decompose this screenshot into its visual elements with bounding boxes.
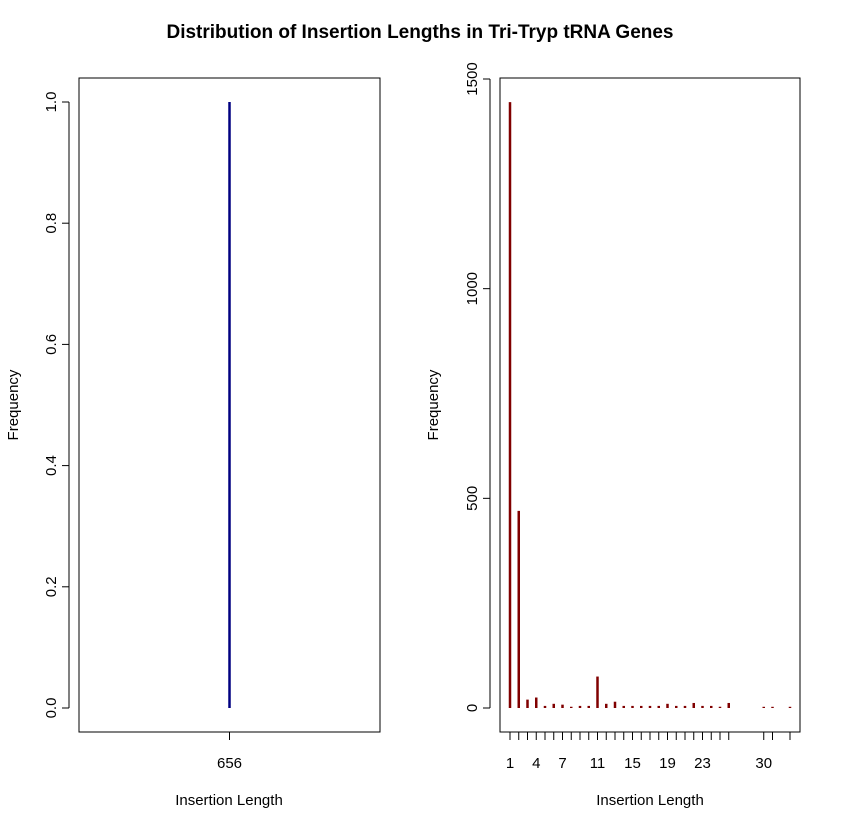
panel-right: 0 500 1000 1500 1 4 7 11 15 19 23 30 Insertion Len… <box>425 62 801 809</box>
y-tick-label: 0 <box>464 704 481 712</box>
x-tick-label: 7 <box>558 755 566 772</box>
y-tick-label: 0.8 <box>43 213 60 234</box>
x-axis-right: 1 4 7 11 15 19 23 30 <box>506 731 791 772</box>
y-tick-label: 0.6 <box>43 334 60 355</box>
x-axis-label-right: Insertion Length <box>596 792 704 809</box>
figure-title: Distribution of Insertion Lengths in Tri… <box>166 22 673 43</box>
y-tick-label: 0.2 <box>43 576 60 597</box>
x-axis-label-left: Insertion Length <box>175 792 283 809</box>
y-tick-label: 0.0 <box>43 698 60 719</box>
y-tick-label: 1000 <box>464 272 481 305</box>
y-tick-label: 1.0 <box>43 92 60 113</box>
y-tick-label: 0.4 <box>43 455 60 476</box>
panel-left: 0.00.20.40.60.81.0 656 Insertion Length … <box>5 77 381 809</box>
y-axis-label-left: Frequency <box>5 369 22 440</box>
x-tick-label: 1 <box>506 755 514 772</box>
bars-right <box>508 102 792 708</box>
x-tick-label: 15 <box>624 755 641 772</box>
y-tick-label: 500 <box>464 486 481 511</box>
x-tick-label: 19 <box>659 755 676 772</box>
y-axis-label-right: Frequency <box>425 369 442 440</box>
x-tick-label: 23 <box>694 755 711 772</box>
x-tick-label: 30 <box>755 755 772 772</box>
y-axis-right: 0 500 1000 1500 <box>464 62 491 712</box>
y-axis-left: 0.0 0.2 0.4 0.6 0.8 1.0 <box>43 92 70 719</box>
y-tick-label: 1500 <box>464 62 481 95</box>
x-tick-label: 4 <box>532 755 540 772</box>
plot-frame-right <box>499 77 801 733</box>
x-tick-label: 656 <box>217 755 242 772</box>
x-axis-left: 656 <box>217 732 242 772</box>
x-tick-label: 11 <box>590 755 606 772</box>
